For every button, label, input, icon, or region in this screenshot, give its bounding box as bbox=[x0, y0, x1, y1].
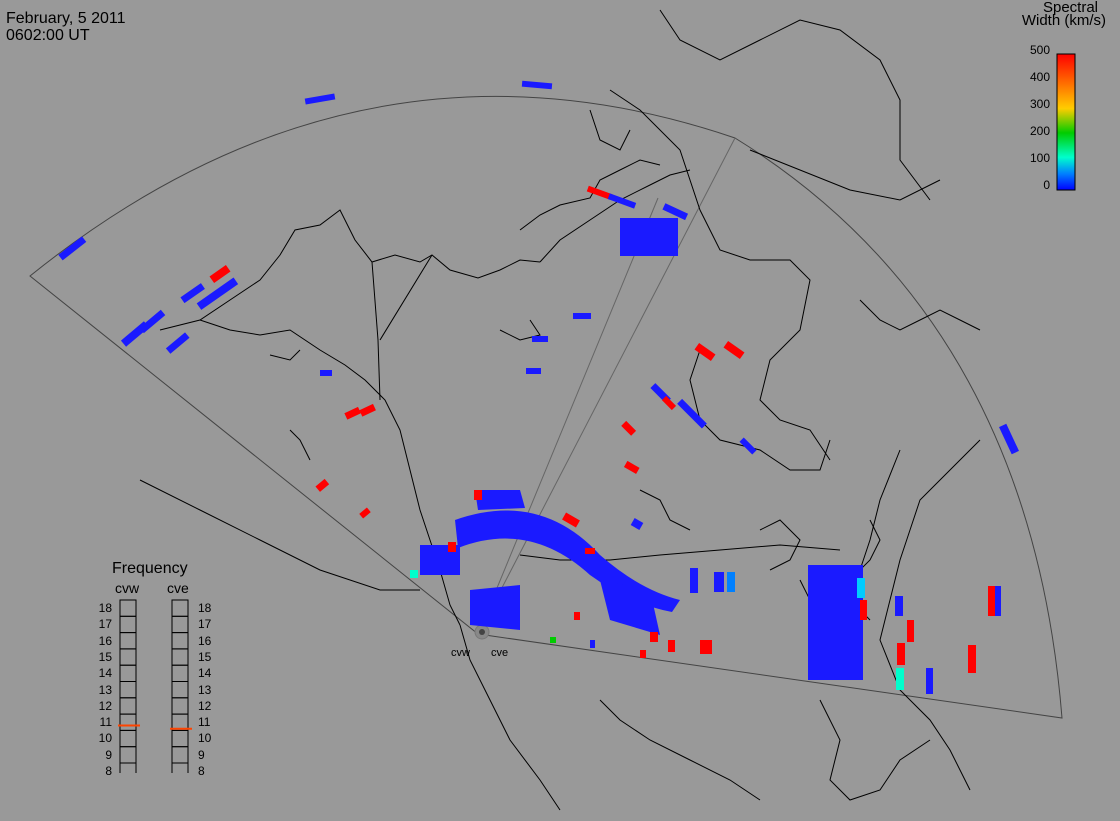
frequency-box bbox=[119, 697, 137, 715]
frequency-box bbox=[119, 648, 137, 666]
radar-label-cvw: cvw bbox=[451, 647, 470, 659]
frequency-box bbox=[119, 746, 137, 764]
radar-sites bbox=[474, 624, 490, 640]
frequency-tick-right: 8 bbox=[198, 764, 205, 778]
frequency-box bbox=[171, 762, 189, 773]
frequency-tick-left: 12 bbox=[98, 698, 112, 713]
frequency-cvw-label: cvw bbox=[115, 580, 140, 596]
frequency-tick-left: 11 bbox=[99, 715, 112, 730]
frequency-box bbox=[119, 681, 137, 699]
legend-title-line1: Spectral bbox=[1042, 0, 1098, 16]
colorbar bbox=[1056, 53, 1076, 191]
frequency-tick-left: 9 bbox=[105, 747, 112, 762]
frequency-tick-left: 16 bbox=[98, 633, 112, 648]
legend-title-line2: Width (km/s) bbox=[1021, 12, 1106, 29]
frequency-tick-right: 12 bbox=[198, 698, 212, 713]
frequency-box bbox=[171, 746, 189, 764]
date-label: February, 5 2011 bbox=[6, 10, 126, 27]
frequency-tick-right: 16 bbox=[198, 633, 212, 648]
frequency-box bbox=[171, 648, 189, 666]
colorbar-tick-400: 400 bbox=[1029, 70, 1050, 84]
radar-site-center bbox=[479, 629, 485, 635]
frequency-title: Frequency bbox=[112, 560, 188, 577]
frequency-tick-left: 14 bbox=[98, 666, 112, 681]
colorbar-tick-100: 100 bbox=[1029, 151, 1050, 165]
frequency-box bbox=[119, 632, 137, 650]
time-label: 0602:00 UT bbox=[6, 27, 90, 44]
colorbar-tick-500: 500 bbox=[1029, 43, 1050, 57]
frequency-box bbox=[119, 664, 137, 682]
colorbar-tick-0: 0 bbox=[1043, 178, 1050, 192]
frequency-tick-left: 10 bbox=[98, 731, 112, 746]
frequency-box bbox=[119, 599, 137, 617]
frequency-tick-right: 13 bbox=[198, 682, 212, 697]
frequency-box bbox=[171, 632, 189, 650]
radar-label-cve: cve bbox=[491, 647, 509, 659]
frequency-box bbox=[171, 615, 189, 634]
frequency-tick-right: 15 bbox=[198, 649, 212, 664]
frequency-tick-right: 10 bbox=[198, 731, 212, 746]
field-of-view-outline bbox=[29, 95, 1063, 719]
frequency-tick-left: 8 bbox=[105, 764, 112, 778]
frequency-cve-label: cve bbox=[167, 580, 189, 596]
frequency-tick-left: 18 bbox=[98, 601, 112, 615]
echo-band bbox=[420, 218, 863, 680]
frequency-tick-right: 11 bbox=[198, 715, 211, 730]
frequency-tick-right: 9 bbox=[198, 747, 205, 762]
frequency-tick-right: 18 bbox=[198, 601, 212, 615]
frequency-box bbox=[171, 664, 189, 682]
colorbar-tick-300: 300 bbox=[1029, 97, 1050, 111]
frequency-box bbox=[119, 729, 137, 748]
frequency-box bbox=[119, 713, 137, 731]
frequency-box bbox=[171, 599, 189, 617]
frequency-box bbox=[119, 762, 137, 773]
frequency-tick-left: 15 bbox=[98, 649, 112, 664]
frequency-box bbox=[171, 729, 189, 748]
frequency-tick-left: 13 bbox=[98, 682, 112, 697]
frequency-box bbox=[171, 681, 189, 699]
frequency-tick-right: 14 bbox=[198, 666, 212, 681]
colorbar-tick-200: 200 bbox=[1029, 124, 1050, 138]
frequency-scales bbox=[118, 599, 192, 773]
frequency-box bbox=[171, 697, 189, 715]
frequency-box bbox=[119, 615, 137, 634]
echo-segments bbox=[58, 80, 1019, 694]
frequency-tick-left: 17 bbox=[98, 617, 112, 632]
colorbar-gradient bbox=[1056, 53, 1076, 191]
frequency-tick-right: 17 bbox=[198, 617, 212, 632]
